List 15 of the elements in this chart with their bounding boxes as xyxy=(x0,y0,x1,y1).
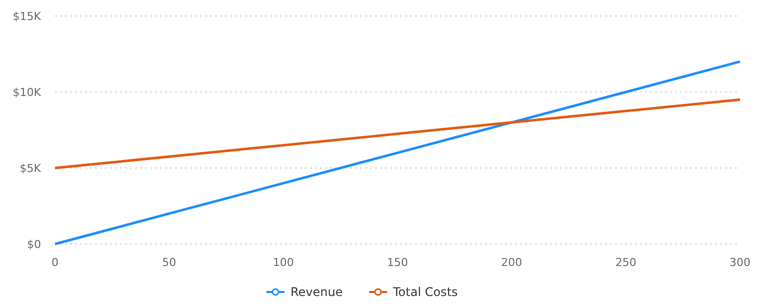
legend-label: Revenue xyxy=(290,285,343,300)
x-tick-label: 100 xyxy=(272,256,294,269)
line-series xyxy=(54,98,742,170)
x-tick-label: 250 xyxy=(615,256,636,269)
y-tick-label: $10K xyxy=(12,86,42,99)
x-tick-label: 0 xyxy=(52,256,58,269)
x-tick-label: 50 xyxy=(162,256,176,269)
y-tick-label: $0 xyxy=(27,238,41,251)
y-tick-label: $15K xyxy=(12,10,42,23)
y-tick-label: $5K xyxy=(20,162,42,175)
x-tick-label: 200 xyxy=(501,256,522,269)
x-tick-label: 150 xyxy=(387,256,408,269)
line-series xyxy=(54,60,742,246)
x-tick-label: 300 xyxy=(730,256,750,269)
legend-label: Total Costs xyxy=(392,285,458,300)
